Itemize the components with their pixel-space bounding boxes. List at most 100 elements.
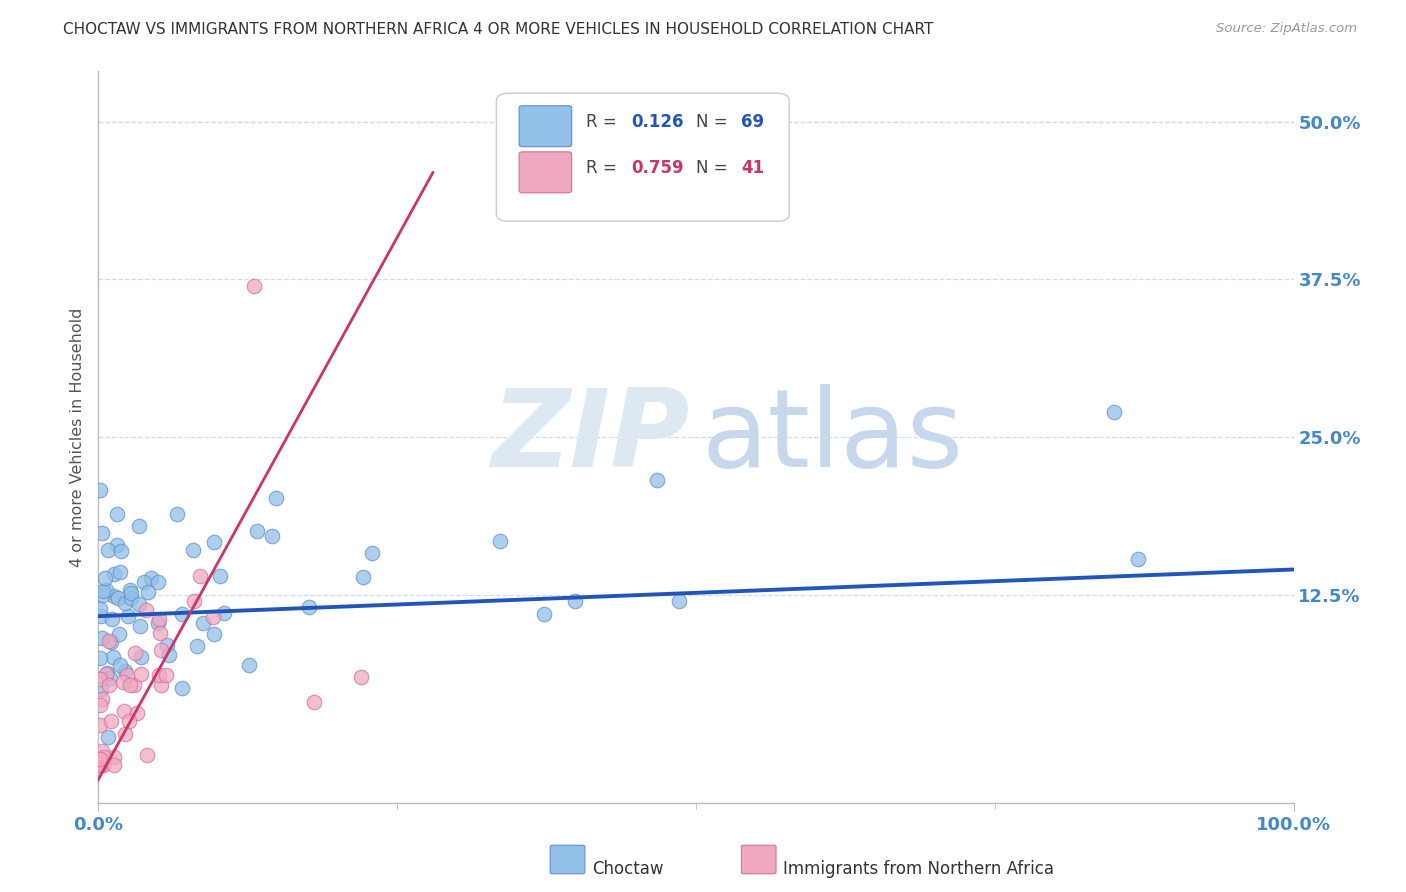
Point — [298, 599, 321, 614]
Point — [90, 631, 112, 645]
Point — [202, 609, 225, 624]
Text: ZIP: ZIP — [492, 384, 690, 490]
Point — [183, 543, 205, 558]
Point — [90, 609, 112, 624]
Point — [124, 646, 146, 660]
Point — [115, 668, 138, 682]
Point — [150, 678, 173, 692]
Point — [89, 718, 111, 732]
Point — [238, 657, 260, 672]
Point — [246, 524, 269, 538]
Point — [114, 727, 136, 741]
Point — [136, 748, 159, 763]
Point — [97, 634, 120, 648]
Point — [91, 758, 114, 772]
Point — [262, 529, 284, 543]
Text: Source: ZipAtlas.com: Source: ZipAtlas.com — [1216, 22, 1357, 36]
Point — [118, 678, 141, 692]
Point — [156, 638, 179, 652]
Point — [96, 665, 118, 680]
Point — [190, 569, 212, 583]
Point — [148, 667, 170, 681]
Point — [110, 544, 132, 558]
Point — [93, 750, 115, 764]
Point — [148, 612, 170, 626]
Point — [149, 625, 172, 640]
Point — [97, 730, 120, 744]
Point — [128, 519, 150, 533]
Point — [105, 507, 128, 521]
Text: Choctaw: Choctaw — [592, 860, 664, 878]
Y-axis label: 4 or more Vehicles in Household: 4 or more Vehicles in Household — [69, 308, 84, 566]
Text: 0.759: 0.759 — [631, 159, 685, 178]
Point — [94, 571, 117, 585]
Point — [212, 606, 235, 620]
FancyBboxPatch shape — [496, 94, 789, 221]
Point — [90, 758, 112, 772]
Point — [183, 594, 205, 608]
Point — [118, 714, 141, 728]
Point — [191, 616, 214, 631]
Point — [202, 626, 225, 640]
Point — [208, 568, 231, 582]
Point — [149, 642, 172, 657]
FancyBboxPatch shape — [519, 152, 572, 193]
Point — [114, 664, 136, 678]
Point — [1128, 551, 1150, 566]
Point — [93, 588, 115, 602]
Point — [89, 758, 111, 772]
Point — [90, 526, 112, 541]
Point — [129, 667, 152, 681]
Point — [157, 648, 180, 662]
Point — [122, 678, 145, 692]
Point — [128, 597, 150, 611]
Point — [89, 752, 111, 766]
Point — [103, 589, 125, 603]
Point — [125, 706, 148, 721]
Text: R =: R = — [586, 113, 621, 131]
Point — [105, 538, 128, 552]
Point — [202, 535, 225, 549]
Text: 41: 41 — [741, 159, 765, 178]
Point — [148, 615, 170, 630]
Point — [141, 571, 163, 585]
Point — [97, 678, 120, 692]
Point — [108, 627, 131, 641]
Point — [108, 565, 131, 579]
Point — [128, 618, 150, 632]
Point — [103, 649, 125, 664]
Point — [1104, 405, 1126, 419]
Point — [107, 591, 129, 605]
Point — [135, 602, 157, 616]
Point — [103, 567, 125, 582]
Point — [89, 758, 111, 772]
Point — [136, 585, 159, 599]
FancyBboxPatch shape — [519, 106, 572, 146]
Point — [172, 607, 194, 621]
Point — [91, 583, 114, 598]
Point — [103, 749, 125, 764]
Point — [111, 675, 134, 690]
Point — [89, 483, 111, 498]
Text: Immigrants from Northern Africa: Immigrants from Northern Africa — [783, 860, 1054, 878]
Point — [302, 695, 325, 709]
Text: 69: 69 — [741, 113, 765, 131]
Point — [350, 670, 373, 684]
Point — [114, 596, 136, 610]
Point — [97, 543, 120, 558]
Point — [89, 602, 111, 616]
Point — [360, 546, 382, 560]
Point — [100, 635, 122, 649]
Point — [91, 692, 114, 706]
Point — [668, 593, 690, 607]
Point — [89, 698, 111, 712]
Point — [118, 583, 141, 598]
Point — [352, 570, 374, 584]
Point — [101, 612, 124, 626]
Point — [166, 508, 188, 522]
Point — [103, 758, 125, 772]
Point — [645, 473, 668, 487]
Point — [172, 681, 194, 696]
Point — [110, 657, 132, 672]
Point — [90, 681, 112, 696]
